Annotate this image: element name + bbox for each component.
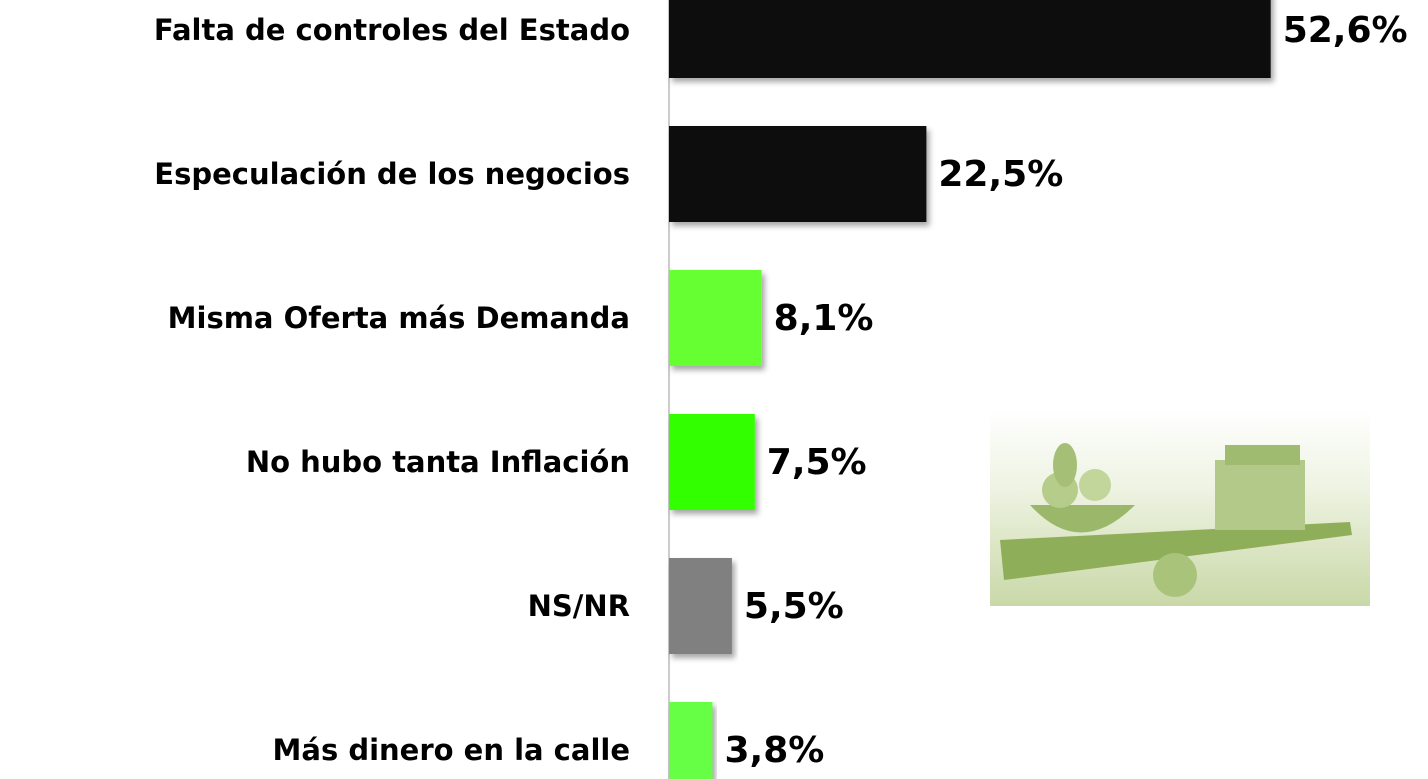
- bar: [669, 558, 732, 654]
- category-label: Especulación de los negocios: [154, 157, 630, 191]
- illustration: [990, 410, 1370, 606]
- bar: [669, 270, 762, 366]
- value-label: 3,8%: [724, 730, 824, 771]
- category-label: Misma Oferta más Demanda: [168, 301, 630, 335]
- category-label: No hubo tanta Inflación: [246, 445, 630, 479]
- value-label: 22,5%: [938, 154, 1063, 195]
- value-label: 8,1%: [774, 298, 874, 339]
- bar: [669, 126, 926, 222]
- chart: Falta de controles del Estado 52,6% Especu…: [0, 0, 1428, 779]
- value-label: 7,5%: [767, 442, 867, 483]
- value-label: 5,5%: [744, 586, 844, 627]
- category-label: NS/NR: [528, 589, 630, 623]
- category-label: Falta de controles del Estado: [154, 13, 630, 47]
- category-label: Más dinero en la calle: [273, 733, 630, 767]
- bar: [669, 414, 755, 510]
- bar: [669, 0, 1271, 78]
- bar: [669, 702, 712, 779]
- value-label: 52,6%: [1283, 10, 1408, 51]
